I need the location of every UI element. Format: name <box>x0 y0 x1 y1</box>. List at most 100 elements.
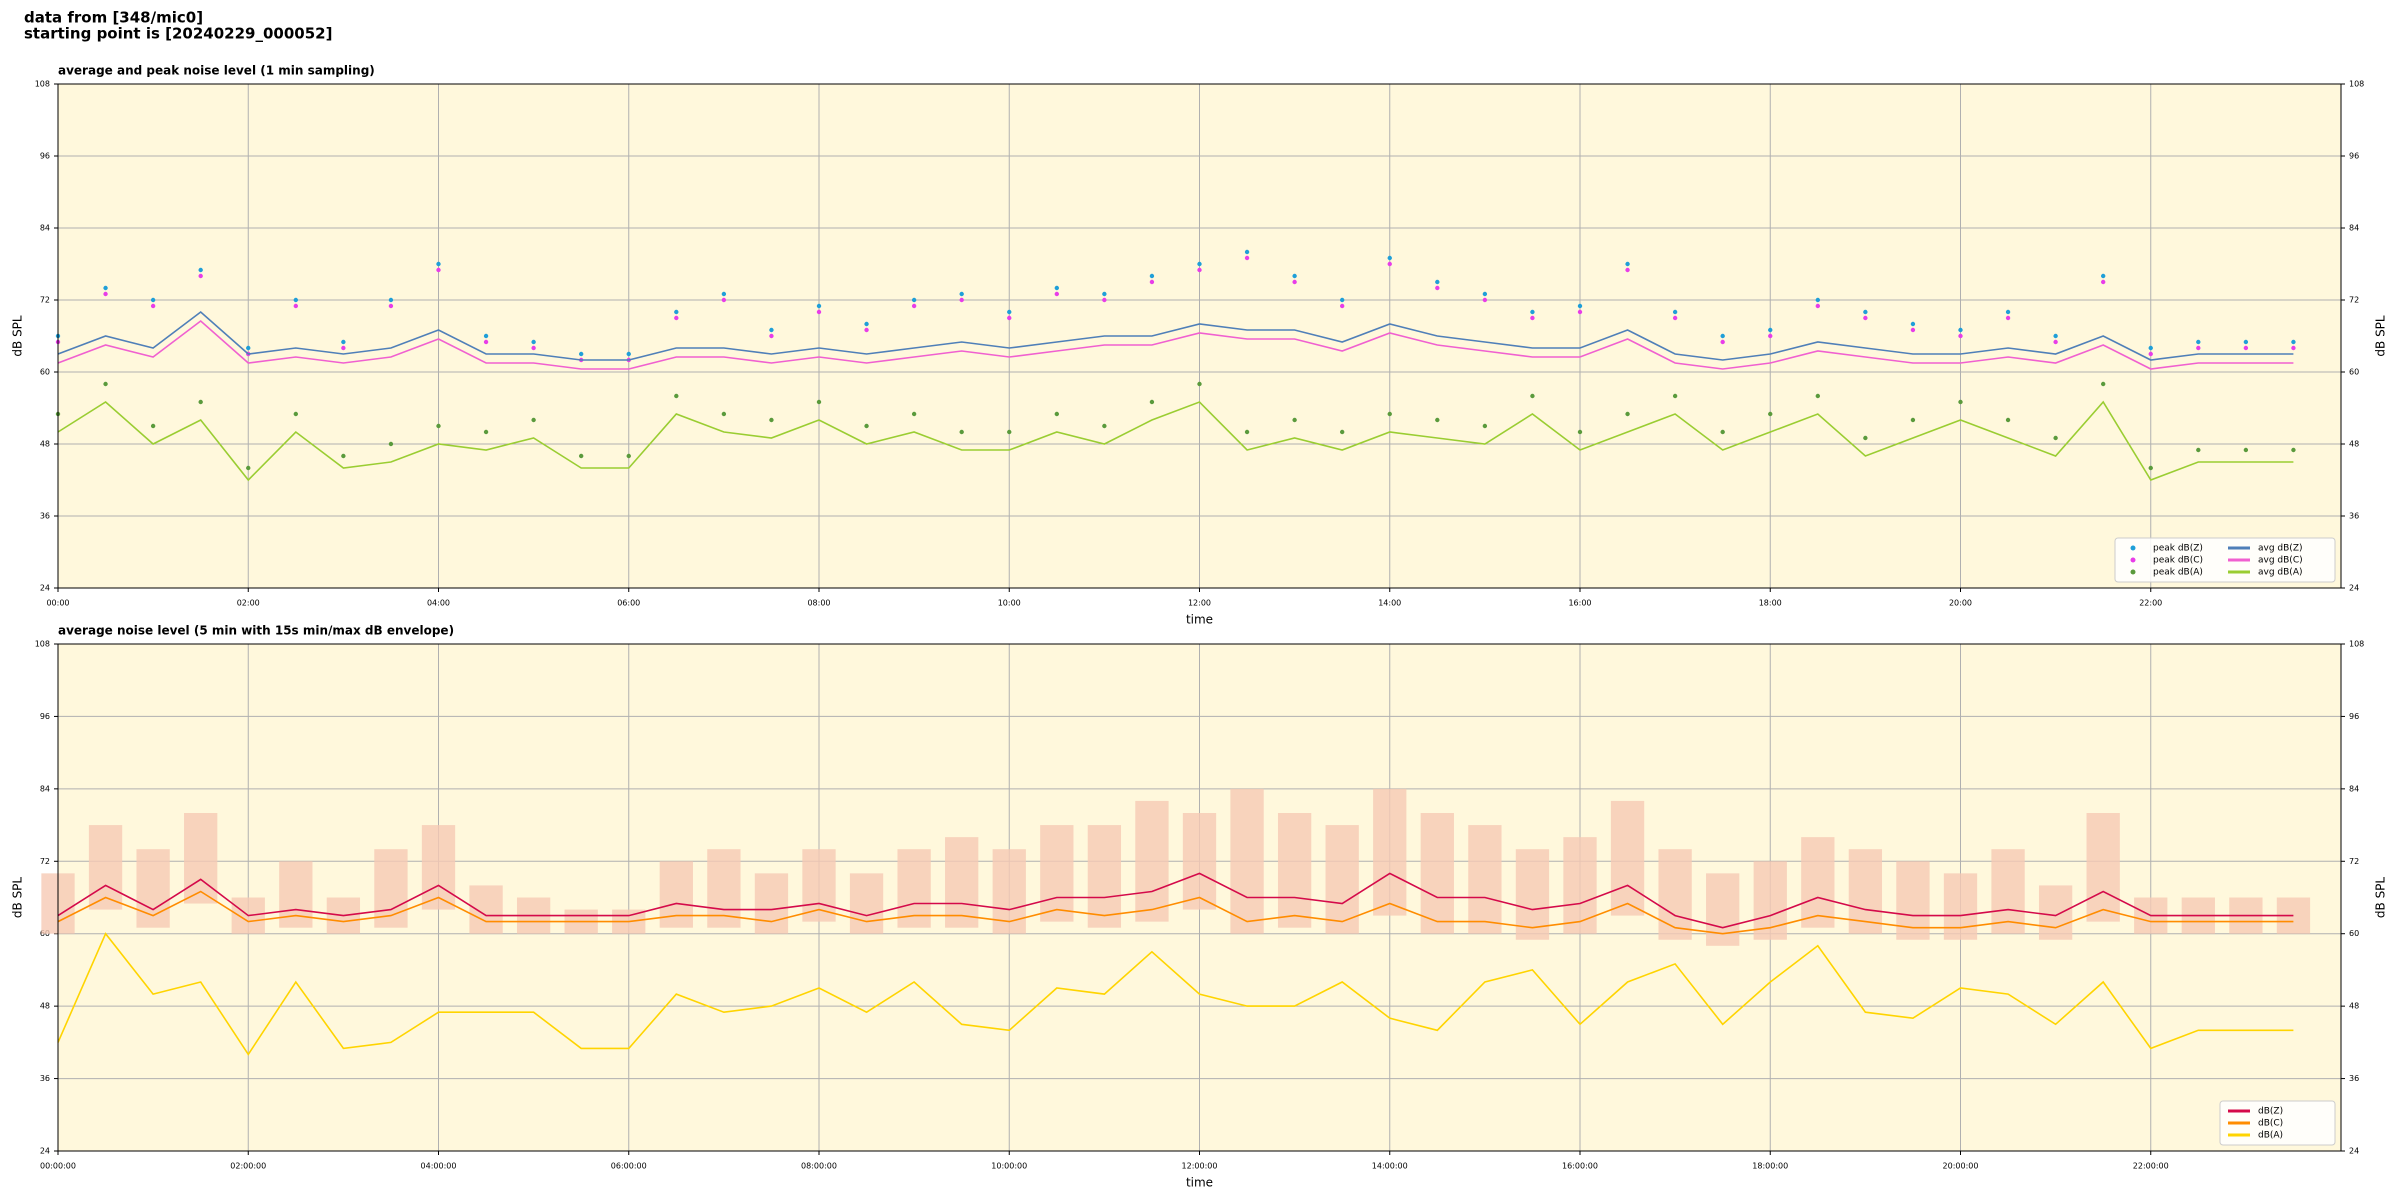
peak-point <box>2005 417 2011 423</box>
x-tick-label: 06:00:00 <box>611 1162 647 1171</box>
peak-point <box>1577 303 1583 309</box>
peak-point <box>1292 417 1297 423</box>
x-tick-label: 12:00:00 <box>1182 1162 1218 1171</box>
y2-tick-label: 96 <box>2349 152 2359 161</box>
peak-point <box>1149 273 1155 279</box>
peak-point <box>198 399 203 405</box>
envelope <box>2038 885 2073 940</box>
x-tick-label: 10:00:00 <box>991 1162 1027 1171</box>
peak-point <box>1007 309 1012 315</box>
x-tick-label: 08:00 <box>807 599 830 608</box>
envelope <box>1420 813 1454 934</box>
legend-label: peak dB(Z) <box>2153 544 2203 554</box>
peak-point <box>2196 447 2201 453</box>
peak-point <box>1435 285 1440 291</box>
peak-point <box>1815 303 1821 309</box>
legend-label: dB(C) <box>2258 1119 2283 1129</box>
envelope <box>1373 788 1407 916</box>
peak-point <box>1292 279 1297 285</box>
peak-point <box>816 399 822 405</box>
peak-point <box>1625 267 1630 273</box>
peak-point <box>816 303 822 309</box>
peak-point <box>1482 423 1488 429</box>
y-tick-label: 24 <box>40 1147 50 1156</box>
peak-point <box>1435 417 1440 423</box>
chart-title: average and peak noise level (1 min samp… <box>58 64 375 78</box>
peak-point <box>1958 333 1963 339</box>
chart-title: average noise level (5 min with 15s min/… <box>58 624 454 638</box>
x-tick-label: 18:00 <box>1759 599 1782 608</box>
peak-point <box>1910 321 1916 327</box>
peak-point <box>1339 429 1345 435</box>
peak-point <box>1530 309 1535 315</box>
peak-point <box>1244 249 1250 255</box>
peak-point <box>1720 339 1725 345</box>
envelope <box>754 873 789 934</box>
peak-point <box>2243 345 2249 351</box>
legend-marker <box>2130 545 2136 551</box>
y2-tick-label: 84 <box>2349 224 2359 233</box>
envelope <box>1325 825 1359 934</box>
peak-point <box>1863 315 1868 321</box>
peak-point <box>103 285 108 291</box>
envelope <box>1801 837 1835 928</box>
x-tick-label: 14:00 <box>1378 599 1401 608</box>
peak-point <box>911 411 917 417</box>
series-line <box>57 400 2294 482</box>
y2-tick-label: 24 <box>2349 1147 2359 1156</box>
peak-point <box>2291 345 2296 351</box>
peak-point <box>578 453 584 459</box>
y-tick-label: 48 <box>40 440 50 449</box>
peak-point <box>1530 315 1535 321</box>
peak-point <box>1197 261 1202 267</box>
peak-point <box>1672 393 1678 399</box>
peak-point <box>769 333 774 339</box>
peak-point <box>341 453 346 459</box>
peak-point <box>1815 297 1821 303</box>
y2-tick-label: 60 <box>2349 368 2359 377</box>
figure-title: data from [348/mic0] <box>24 9 203 27</box>
peak-point <box>1958 399 1963 405</box>
y-tick-label: 84 <box>40 224 50 233</box>
peak-point <box>1863 309 1868 315</box>
peak-point <box>2053 333 2058 339</box>
peak-point <box>1482 297 1488 303</box>
envelope <box>1277 813 1312 928</box>
peak-point <box>103 291 108 297</box>
peak-point <box>769 417 774 423</box>
peak-point <box>2005 315 2011 321</box>
envelope <box>1706 873 1740 946</box>
peak-point <box>1102 423 1107 429</box>
x-tick-label: 22:00:00 <box>2133 1162 2169 1171</box>
peak-point <box>674 393 679 399</box>
envelope <box>1182 813 1217 910</box>
peak-point <box>2148 465 2153 471</box>
peak-point <box>198 273 203 279</box>
peak-point <box>246 345 251 351</box>
series-line <box>57 872 2294 929</box>
peak-point <box>2243 339 2249 345</box>
y-tick-label: 60 <box>40 368 50 377</box>
envelope <box>1515 849 1550 940</box>
peak-point <box>1577 309 1583 315</box>
y2-tick-label: 72 <box>2349 296 2359 305</box>
peak-point <box>911 303 917 309</box>
peak-point <box>103 381 108 387</box>
peak-point <box>578 351 584 357</box>
peak-point <box>2053 435 2058 441</box>
y2-tick-label: 48 <box>2349 1002 2359 1011</box>
envelope <box>1087 825 1122 928</box>
peak-point <box>388 297 394 303</box>
x-tick-label: 04:00:00 <box>421 1162 457 1171</box>
peak-point <box>959 429 964 435</box>
legend-label: peak dB(C) <box>2153 556 2203 566</box>
envelope <box>849 873 884 934</box>
envelope <box>469 885 503 934</box>
peak-point <box>1720 333 1725 339</box>
x-tick-label: 04:00 <box>427 599 450 608</box>
x-tick-label: 20:00:00 <box>1943 1162 1979 1171</box>
peak-point <box>1625 411 1630 417</box>
peak-point <box>483 333 489 339</box>
x-tick-label: 06:00 <box>617 599 640 608</box>
envelope <box>1991 849 2025 934</box>
